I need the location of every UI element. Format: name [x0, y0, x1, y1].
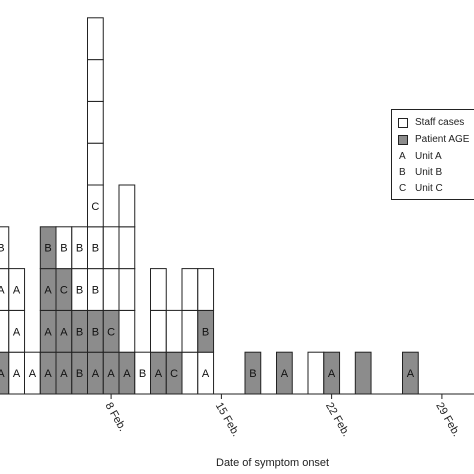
legend-code: B	[399, 167, 406, 178]
legend-code: A	[399, 151, 406, 162]
unit-code-label: A	[44, 285, 52, 297]
unit-code-label: A	[13, 368, 21, 380]
unit-code-label: B	[76, 243, 83, 255]
case-box-staff	[181, 268, 199, 311]
unit-code-label: C	[170, 368, 178, 380]
unit-code-label: B	[92, 285, 99, 297]
case-box-staff	[181, 309, 199, 353]
unit-code-label: A	[0, 285, 5, 297]
unit-code-label: A	[60, 326, 68, 338]
unit-code-label: B	[249, 368, 256, 380]
unit-code-label: A	[60, 368, 68, 380]
staff-swatch	[398, 118, 408, 128]
unit-code-label: A	[202, 368, 210, 380]
case-box-staff	[87, 100, 104, 144]
unit-code-label: B	[139, 368, 146, 380]
case-box-staff	[102, 268, 120, 311]
legend-label: Staff cases	[415, 117, 465, 128]
unit-code-label: C	[91, 201, 99, 213]
case-box-staff	[118, 226, 136, 270]
x-axis-label: Date of symptom onset	[216, 457, 330, 469]
unit-code-label: A	[0, 368, 5, 380]
unit-code-label: B	[0, 243, 5, 255]
unit-code-label: A	[107, 368, 115, 380]
legend-code: C	[399, 183, 407, 194]
case-box-staff	[87, 17, 104, 61]
unit-code-label: B	[76, 285, 83, 297]
unit-code-label: A	[92, 368, 100, 380]
legend: Staff cases Patient AGE A Unit A B Unit …	[391, 109, 474, 200]
case-box-patient	[354, 351, 372, 395]
case-box-staff	[165, 309, 183, 353]
unit-code-label: C	[107, 326, 115, 338]
case-box-staff	[8, 268, 26, 311]
legend-label: Unit C	[415, 183, 443, 194]
case-box-staff	[87, 142, 104, 186]
case-box-staff	[118, 309, 136, 353]
case-box-staff	[0, 226, 10, 270]
unit-code-label: B	[60, 243, 67, 255]
unit-code-label: A	[123, 368, 131, 380]
case-box-staff	[118, 184, 136, 228]
unit-code-label: B	[92, 243, 99, 255]
case-box-staff	[87, 59, 104, 102]
legend-label: Unit B	[415, 167, 443, 178]
patient-swatch	[398, 135, 408, 145]
legend-label: Patient AGE	[415, 134, 470, 145]
unit-code-label: A	[44, 326, 52, 338]
unit-code-label: B	[76, 326, 83, 338]
case-box-staff	[197, 268, 215, 311]
unit-code-label: B	[202, 326, 209, 338]
unit-code-label: B	[92, 326, 99, 338]
unit-code-label: A	[281, 368, 289, 380]
case-box-staff	[0, 309, 10, 353]
unit-code-label: B	[76, 368, 83, 380]
case-box-staff	[307, 351, 325, 395]
case-box-staff	[150, 309, 167, 353]
case-box-staff	[102, 226, 120, 270]
case-box-staff	[118, 268, 136, 311]
case-box-staff	[181, 351, 199, 395]
unit-code-label: B	[44, 243, 51, 255]
unit-code-label: C	[60, 285, 68, 297]
unit-code-label: A	[13, 326, 21, 338]
unit-code-label: A	[407, 368, 415, 380]
x-tick-label: 15 Feb.	[213, 401, 242, 439]
legend-label: Unit A	[415, 151, 442, 162]
x-ticks: 8 Feb. 15 Feb. 22 Feb. 29 Feb.	[103, 394, 462, 439]
unit-code-label: A	[29, 368, 37, 380]
unit-code-label: A	[13, 285, 21, 297]
x-tick-label: 29 Feb.	[433, 401, 462, 439]
x-tick-label: 8 Feb.	[103, 401, 129, 434]
unit-code-label: A	[328, 368, 336, 380]
unit-code-label: A	[44, 368, 52, 380]
unit-code-label: A	[155, 368, 163, 380]
x-tick-label: 22 Feb.	[323, 401, 352, 439]
case-box-staff	[150, 268, 167, 311]
